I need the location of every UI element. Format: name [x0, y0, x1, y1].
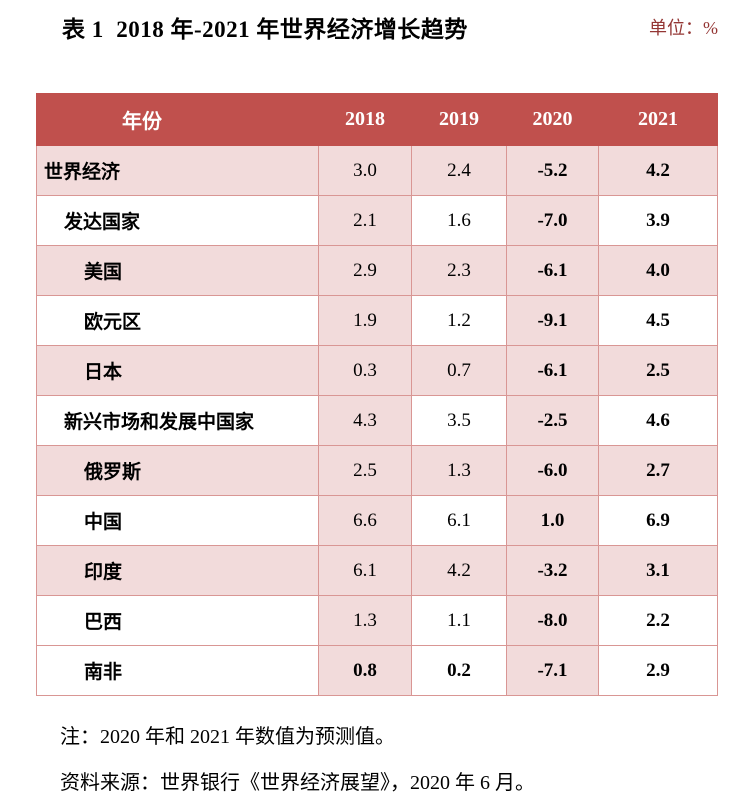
cell-value: 0.3: [318, 345, 412, 396]
row-label: 欧元区: [36, 295, 319, 346]
table-row-china: 中国 6.6 6.1 1.0 6.9: [36, 495, 718, 546]
table-row-usa: 美国 2.9 2.3 -6.1 4.0: [36, 245, 718, 296]
cell-value: 2.7: [598, 445, 718, 496]
forecast-note: 注：2020 年和 2021 年数值为预测值。: [60, 726, 395, 748]
table-row-russia: 俄罗斯 2.5 1.3 -6.0 2.7: [36, 445, 718, 496]
row-label: 日本: [36, 345, 319, 396]
row-label: 巴西: [36, 595, 319, 646]
row-label: 新兴市场和发展中国家: [36, 395, 319, 446]
cell-value: 4.5: [598, 295, 718, 346]
cell-value: 3.5: [411, 395, 507, 446]
cell-value: -6.1: [506, 345, 599, 396]
cell-value: 0.8: [318, 645, 412, 696]
cell-value: 6.9: [598, 495, 718, 546]
cell-value: 6.6: [318, 495, 412, 546]
cell-value: 0.7: [411, 345, 507, 396]
cell-value: -3.2: [506, 545, 599, 596]
cell-value: 3.0: [318, 145, 412, 196]
cell-value: -6.1: [506, 245, 599, 296]
cell-value: 1.0: [506, 495, 599, 546]
cell-value: 2.3: [411, 245, 507, 296]
unit-label: 单位：%: [649, 18, 718, 38]
cell-value: -9.1: [506, 295, 599, 346]
header-2020: 2020: [506, 93, 599, 146]
cell-value: 1.6: [411, 195, 507, 246]
cell-value: 4.2: [598, 145, 718, 196]
table-row-india: 印度 6.1 4.2 -3.2 3.1: [36, 545, 718, 596]
cell-value: 6.1: [318, 545, 412, 596]
cell-value: -5.2: [506, 145, 599, 196]
cell-value: 0.2: [411, 645, 507, 696]
row-label: 俄罗斯: [36, 445, 319, 496]
cell-value: 1.3: [411, 445, 507, 496]
table-row-advanced-economies: 发达国家 2.1 1.6 -7.0 3.9: [36, 195, 718, 246]
cell-value: 1.1: [411, 595, 507, 646]
source-note: 资料来源：世界银行《世界经济展望》，2020 年 6 月。: [60, 772, 535, 794]
row-label: 中国: [36, 495, 319, 546]
cell-value: -2.5: [506, 395, 599, 446]
cell-value: -8.0: [506, 595, 599, 646]
cell-value: 1.3: [318, 595, 412, 646]
economic-growth-table: 年份 2018 2019 2020 2021 世界经济 3.0 2.4 -5.2…: [36, 93, 718, 696]
table-row-brazil: 巴西 1.3 1.1 -8.0 2.2: [36, 595, 718, 646]
cell-value: 4.6: [598, 395, 718, 446]
row-label: 南非: [36, 645, 319, 696]
cell-value: 4.3: [318, 395, 412, 446]
row-label: 印度: [36, 545, 319, 596]
table-row-south-africa: 南非 0.8 0.2 -7.1 2.9: [36, 645, 718, 696]
table-row-emerging-markets: 新兴市场和发展中国家 4.3 3.5 -2.5 4.6: [36, 395, 718, 446]
cell-value: 2.9: [598, 645, 718, 696]
cell-value: 3.1: [598, 545, 718, 596]
cell-value: 1.2: [411, 295, 507, 346]
cell-value: 4.0: [598, 245, 718, 296]
cell-value: 3.9: [598, 195, 718, 246]
table-row-japan: 日本 0.3 0.7 -6.1 2.5: [36, 345, 718, 396]
cell-value: 2.5: [598, 345, 718, 396]
cell-value: 6.1: [411, 495, 507, 546]
cell-value: 2.5: [318, 445, 412, 496]
cell-value: -6.0: [506, 445, 599, 496]
table-row-world: 世界经济 3.0 2.4 -5.2 4.2: [36, 145, 718, 196]
header-2018: 2018: [318, 93, 412, 146]
row-label: 美国: [36, 245, 319, 296]
header-2021: 2021: [598, 93, 718, 146]
row-label: 世界经济: [36, 145, 319, 196]
header-year-column: 年份: [36, 93, 319, 146]
cell-value: 2.4: [411, 145, 507, 196]
table-row-eurozone: 欧元区 1.9 1.2 -9.1 4.5: [36, 295, 718, 346]
cell-value: -7.1: [506, 645, 599, 696]
cell-value: 1.9: [318, 295, 412, 346]
cell-value: 2.9: [318, 245, 412, 296]
table-header: 年份 2018 2019 2020 2021: [36, 93, 718, 146]
table-title: 表 1 2018 年-2021 年世界经济增长趋势: [62, 17, 468, 42]
cell-value: 2.2: [598, 595, 718, 646]
header-row: 年份 2018 2019 2020 2021: [36, 93, 718, 146]
header-2019: 2019: [411, 93, 507, 146]
cell-value: -7.0: [506, 195, 599, 246]
cell-value: 4.2: [411, 545, 507, 596]
row-label: 发达国家: [36, 195, 319, 246]
cell-value: 2.1: [318, 195, 412, 246]
table-body: 世界经济 3.0 2.4 -5.2 4.2 发达国家 2.1 1.6 -7.0 …: [36, 145, 718, 696]
